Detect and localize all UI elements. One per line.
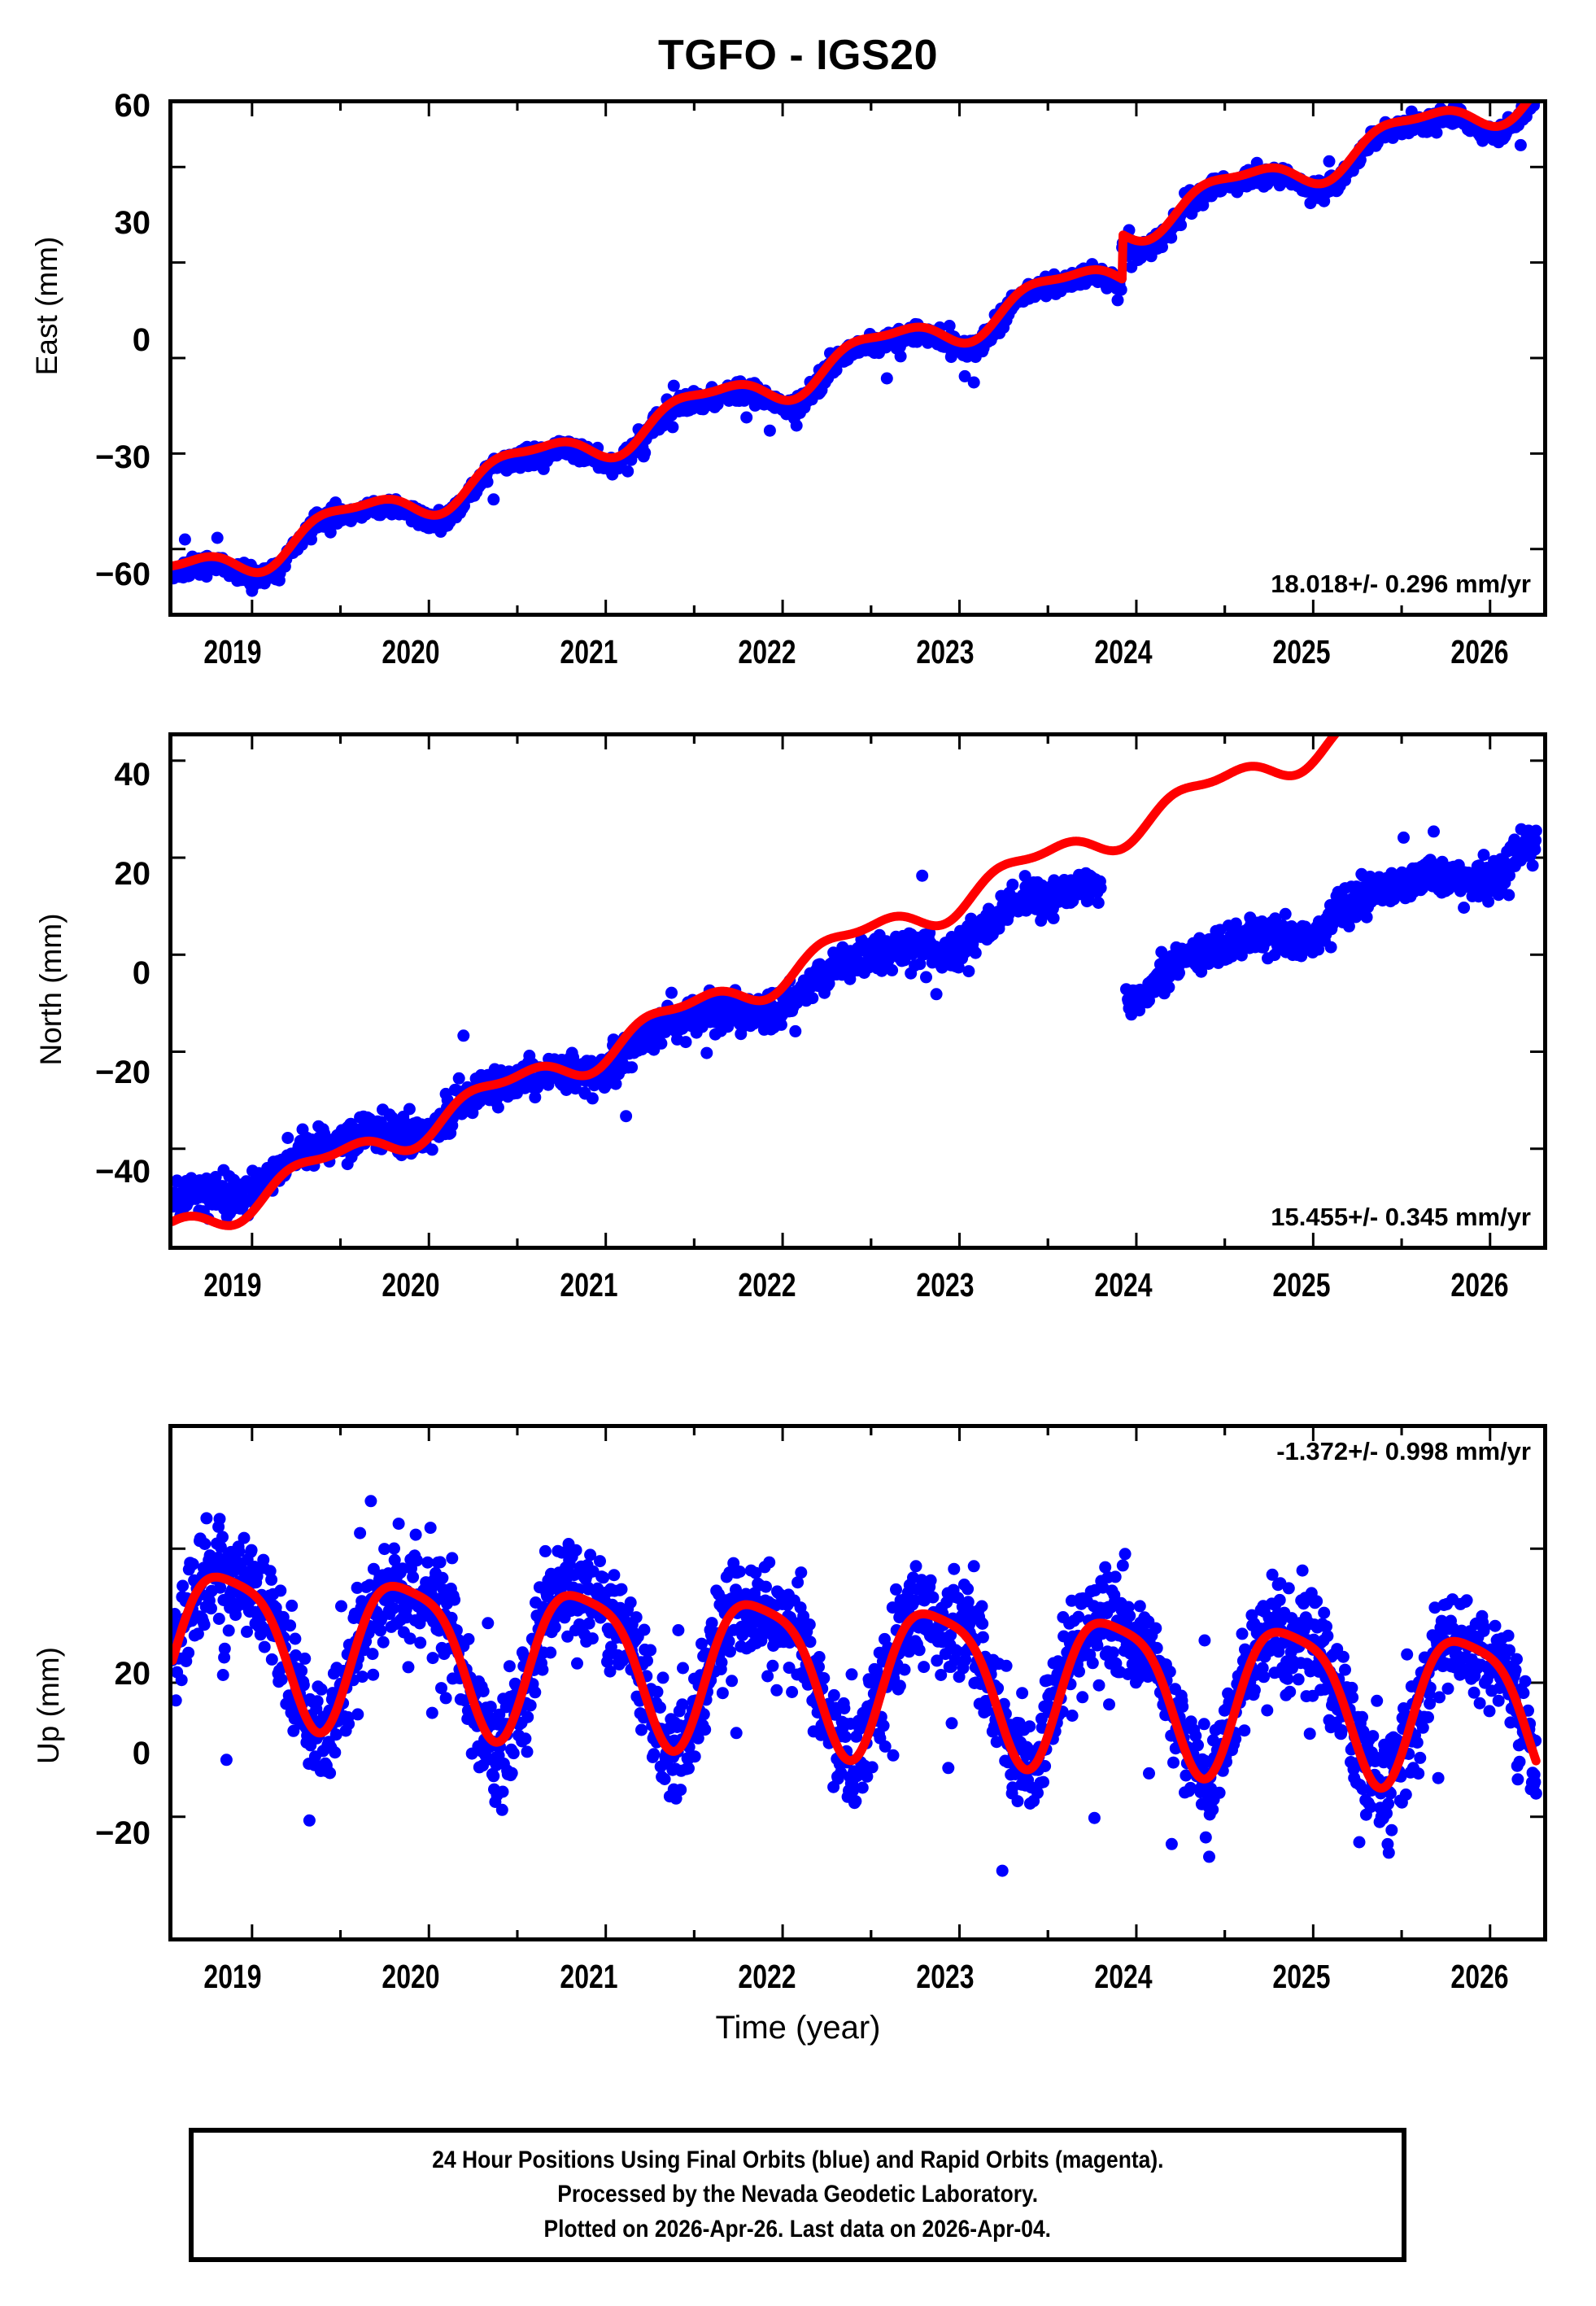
rate-annotation-up: -1.372+/- 0.998 mm/yr [1276, 1437, 1531, 1465]
xtick-north-2019: 2019 [203, 1266, 262, 1304]
caption-line-1: 24 Hour Positions Using Final Orbits (bl… [431, 2146, 1164, 2173]
figure-caption-box: 24 Hour Positions Using Final Orbits (bl… [189, 2128, 1406, 2262]
ytick-up-0: 20 [114, 1656, 151, 1692]
xtick-up-2019: 2019 [203, 1958, 262, 1995]
ytick-east-4: −60 [95, 557, 150, 592]
xtick-north-2021: 2021 [560, 1266, 618, 1304]
ytick-east-1: 30 [114, 205, 151, 241]
panel-north: North (mm) 40 20 0 −20 −40 15.455+/- 0.3… [0, 684, 1596, 1367]
ytick-north-2: 0 [132, 955, 150, 991]
xtick-east-2026: 2026 [1450, 633, 1509, 670]
xtick-east-2023: 2023 [916, 633, 975, 670]
ytick-east-0: 60 [114, 88, 151, 124]
xtick-up-2026: 2026 [1450, 1958, 1509, 1995]
plot-area-up [168, 1424, 1547, 1941]
xtick-up-2025: 2025 [1272, 1958, 1331, 1995]
plot-canvas-up [172, 1428, 1543, 1937]
xtick-east-2020: 2020 [382, 633, 440, 670]
ytick-north-1: 20 [114, 856, 151, 892]
rate-annotation-north: 15.455+/- 0.345 mm/yr [1271, 1203, 1531, 1231]
xtick-up-2024: 2024 [1094, 1958, 1153, 1995]
xtick-east-2022: 2022 [738, 633, 796, 670]
xtick-east-2019: 2019 [203, 633, 262, 670]
xtick-north-2022: 2022 [738, 1266, 796, 1304]
plot-canvas-east [172, 103, 1543, 613]
xtick-up-2022: 2022 [738, 1958, 796, 1995]
rate-annotation-east: 18.018+/- 0.296 mm/yr [1271, 570, 1531, 598]
xtick-east-2025: 2025 [1272, 633, 1331, 670]
xtick-up-2020: 2020 [382, 1958, 440, 1995]
xtick-north-2020: 2020 [382, 1266, 440, 1304]
plot-area-north [168, 732, 1547, 1250]
xtick-north-2023: 2023 [916, 1266, 975, 1304]
plot-area-east [168, 99, 1547, 617]
xtick-north-2026: 2026 [1450, 1266, 1509, 1304]
plot-canvas-north [172, 736, 1543, 1246]
ytick-east-2: 0 [132, 322, 150, 358]
xtick-east-2024: 2024 [1094, 633, 1153, 670]
ytick-up-2: −20 [95, 1815, 150, 1851]
xtick-up-2021: 2021 [560, 1958, 618, 1995]
caption-line-2: Processed by the Nevada Geodetic Laborat… [557, 2181, 1038, 2208]
panel-up: Up (mm) 20 0 −20 -1.372+/- 0.998 mm/yr 2… [0, 1367, 1596, 2099]
xtick-up-2023: 2023 [916, 1958, 975, 1995]
ytick-east-3: −30 [95, 439, 150, 475]
xaxis-title: Time (year) [715, 2010, 881, 2046]
page-title: TGFO - IGS20 [657, 32, 939, 79]
xtick-north-2024: 2024 [1094, 1266, 1153, 1304]
ytick-north-4: −40 [95, 1154, 150, 1190]
ytick-north-3: −20 [95, 1055, 150, 1090]
panel-east: East (mm) 60 30 0 −30 −60 18.018+/- 0.29… [0, 0, 1596, 684]
xtick-east-2021: 2021 [560, 633, 618, 670]
ytick-north-0: 40 [114, 757, 151, 793]
caption-line-3: Plotted on 2026-Apr-26. Last data on 202… [543, 2215, 1052, 2243]
ytick-up-1: 0 [132, 1736, 150, 1771]
xtick-north-2025: 2025 [1272, 1266, 1331, 1304]
